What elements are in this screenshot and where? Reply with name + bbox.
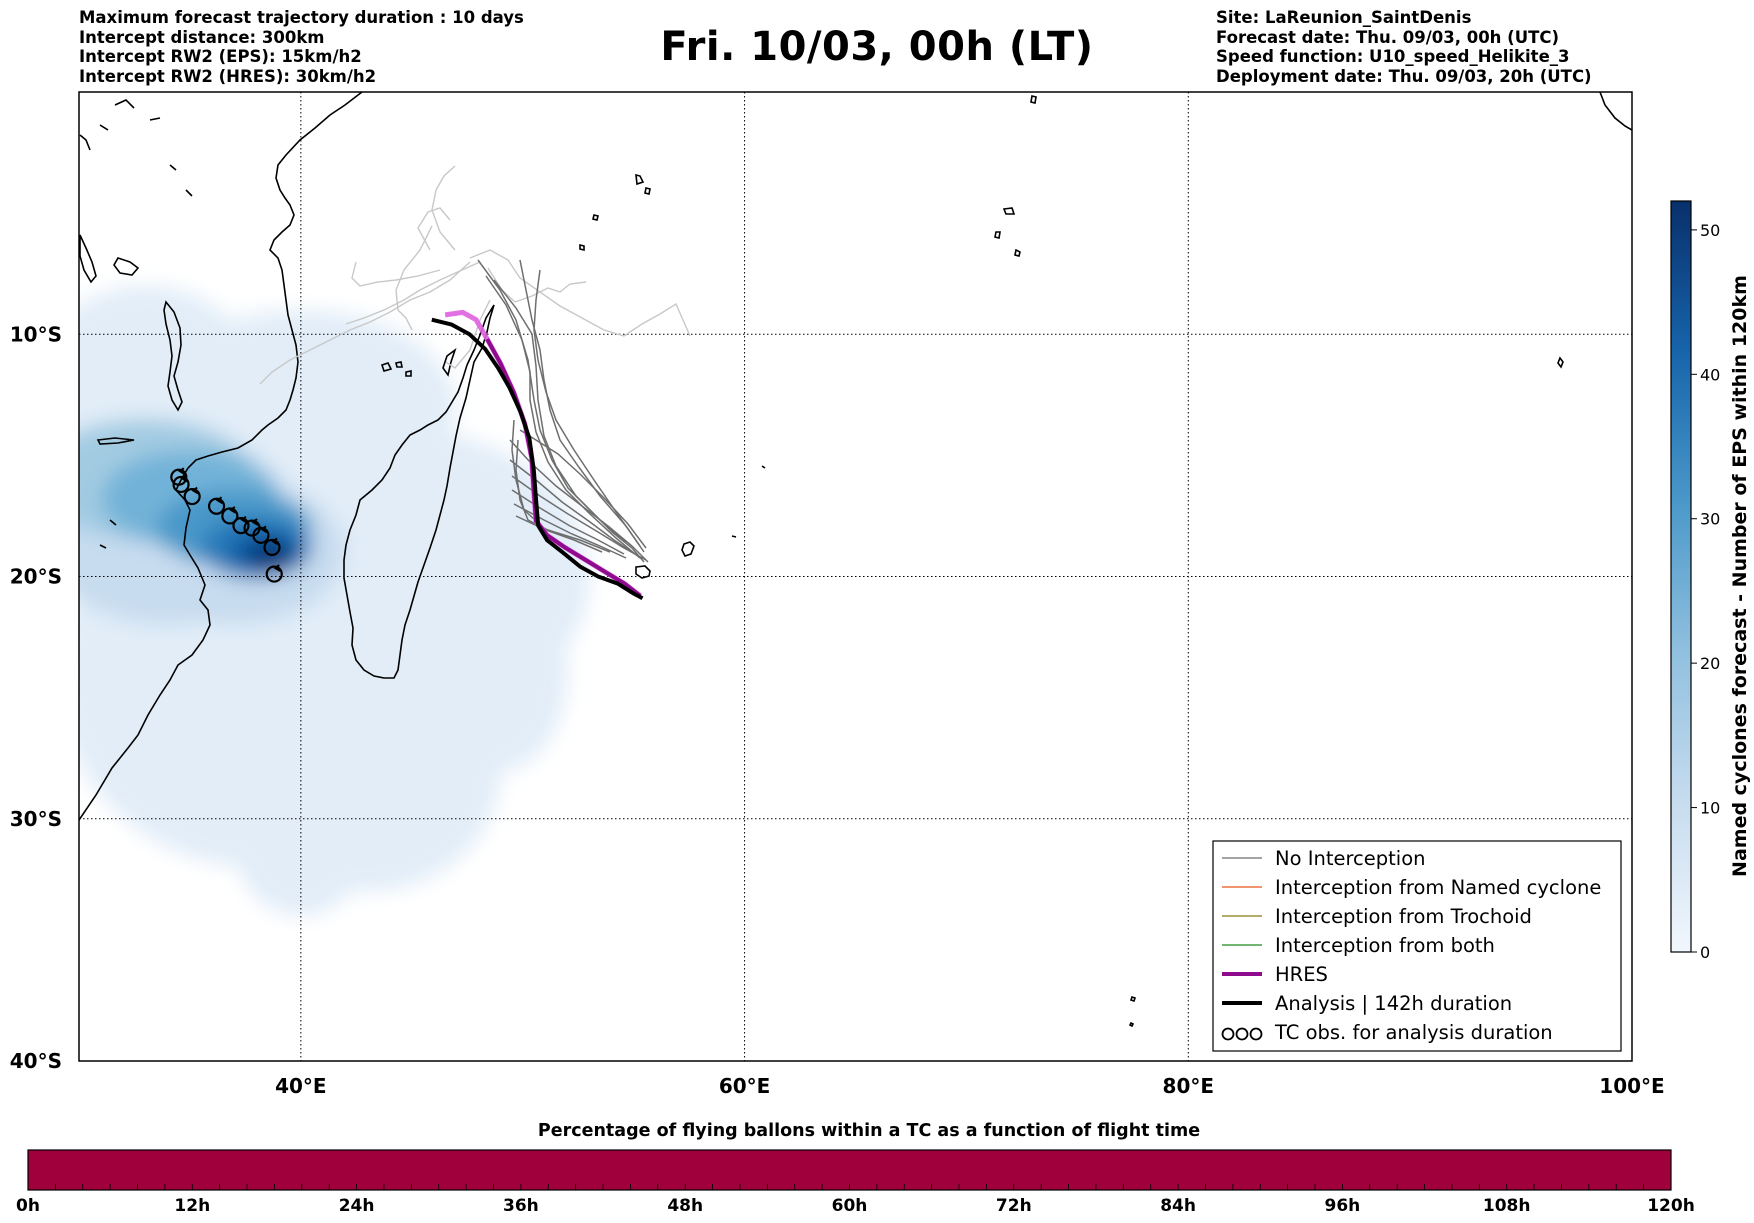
legend-label: TC obs. for analysis duration (1274, 1021, 1553, 1044)
bottom-colorbar-tick-label: 0h (16, 1196, 40, 1216)
right-colorbar-bar (1670, 200, 1692, 953)
tc-obs-marker (263, 537, 281, 557)
lat-tick-label: 10°S (10, 322, 62, 346)
plot-area (79, 92, 1632, 1061)
legend: No Interception Interception from Named c… (1212, 840, 1622, 1052)
tc-obs-marker (207, 496, 226, 515)
header-right: Site: LaReunion_SaintDenis Forecast date… (1216, 8, 1592, 86)
lake-malawi-outline (163, 300, 183, 412)
lake-victoria-outline (113, 257, 140, 276)
seychelles-islands (442, 173, 651, 377)
tc-obs-marker (252, 525, 270, 544)
madagascar-coast-islets (79, 99, 766, 549)
tc-obs-marker (183, 486, 201, 506)
tc-obs-marker (265, 564, 283, 583)
coastlines (79, 92, 1632, 1028)
bottom-colorbar-tick-label: 60h (832, 1196, 868, 1216)
bottom-colorbar: Percentage of flying ballons within a TC… (16, 1121, 1695, 1216)
africa-coastline (79, 92, 363, 821)
sumatra-coastline (1599, 92, 1632, 131)
legend-box (1212, 840, 1622, 1052)
header-right-line: Speed function: U10_speed_Helikite_3 (1216, 47, 1570, 66)
bottom-colorbar-tick-label: 108h (1483, 1196, 1531, 1216)
tc-obs-marker (221, 506, 239, 525)
lon-tick-label: 60°E (719, 1074, 771, 1098)
right-colorbar-tick-label: 50 (1700, 221, 1720, 240)
header-left-line: Intercept RW2 (EPS): 15km/h2 (79, 47, 362, 66)
right-colorbar-tick-label: 0 (1700, 943, 1710, 962)
map-frame (78, 91, 1633, 1062)
bottom-colorbar-tick-label: 96h (1325, 1196, 1361, 1216)
legend-obs-symbol (1249, 1027, 1263, 1041)
eps-trajectories-faint (259, 165, 691, 385)
lon-tick-label: 100°E (1599, 1074, 1664, 1098)
tc-obs-marker (170, 467, 188, 486)
map-axis-labels: 40°E 60°E 80°E 100°E 10°S 20°S 30°S 40°S (10, 322, 1665, 1098)
forecast-tracks (431, 309, 644, 601)
legend-item: Interception from Trochoid (1222, 905, 1532, 928)
legend-item: Analysis | 142h duration (1222, 992, 1512, 1015)
bottom-colorbar-tick-label: 36h (503, 1196, 539, 1216)
right-colorbar-tick-label: 10 (1700, 799, 1720, 818)
bottom-colorbar-tick-label: 84h (1160, 1196, 1196, 1216)
legend-item-obs: TC obs. for analysis duration (1221, 1021, 1553, 1044)
lat-tick-label: 40°S (10, 1049, 62, 1073)
tc-obs-marker (172, 474, 190, 494)
legend-item: No Interception (1222, 847, 1426, 870)
lat-tick-label: 20°S (10, 565, 62, 589)
tc-obs-marker (232, 515, 250, 535)
lake-kariba-outline (96, 437, 135, 445)
legend-item: HRES (1222, 963, 1328, 986)
lon-tick-label: 40°E (275, 1074, 327, 1098)
map-title: Fri. 10/03, 00h (LT) (660, 24, 1094, 70)
legend-label: No Interception (1275, 847, 1426, 870)
legend-label: Interception from Trochoid (1275, 905, 1532, 928)
legend-label: Interception from both (1275, 934, 1495, 957)
amsterdam-island (1128, 995, 1137, 1028)
legend-item: Interception from Named cyclone (1222, 876, 1601, 899)
bottom-colorbar-title: Percentage of flying ballons within a TC… (538, 1121, 1200, 1141)
header-left-line: Intercept distance: 300km (79, 27, 325, 47)
legend-label: Interception from Named cyclone (1275, 876, 1601, 899)
legend-label: Analysis | 142h duration (1275, 992, 1512, 1015)
analysis-track (431, 317, 644, 601)
legend-obs-symbol (1235, 1027, 1249, 1041)
header-left: Maximum forecast trajectory duration : 1… (79, 8, 524, 86)
map-grid (79, 92, 1632, 1061)
comoros-islands (380, 361, 412, 377)
bottom-colorbar-tick-label: 72h (996, 1196, 1032, 1216)
lake-tanganyika-outline (79, 234, 97, 284)
header-right-line: Deployment date: Thu. 09/03, 20h (UTC) (1216, 66, 1592, 86)
density-blob (234, 770, 368, 916)
mauritius-island (681, 541, 695, 557)
right-colorbar-tick-label: 40 (1700, 365, 1720, 384)
madagascar-coastline (343, 304, 495, 679)
legend-item: Interception from both (1222, 934, 1495, 957)
right-colorbar-tick-label: 30 (1700, 510, 1720, 529)
bottom-colorbar-bar (27, 1149, 1672, 1191)
header-right-line: Forecast date: Thu. 09/03, 00h (UTC) (1216, 27, 1560, 47)
legend-label: HRES (1275, 963, 1328, 986)
header-right-line: Site: LaReunion_SaintDenis (1216, 8, 1472, 27)
lon-tick-label: 80°E (1163, 1074, 1215, 1098)
chagos-islands (994, 95, 1564, 369)
bottom-colorbar-tick-label: 24h (339, 1196, 375, 1216)
right-colorbar-tick-label: 20 (1700, 654, 1720, 673)
lat-tick-label: 30°S (10, 807, 62, 831)
bottom-colorbar-tick-label: 120h (1647, 1196, 1695, 1216)
reunion-island (635, 565, 651, 579)
bottom-colorbar-tick-label: 12h (174, 1196, 210, 1216)
right-colorbar-label: Named cyclones forecast - Number of EPS … (1729, 275, 1751, 877)
header-left-line: Maximum forecast trajectory duration : 1… (79, 8, 524, 27)
header-left-line: Intercept RW2 (HRES): 30km/h2 (79, 66, 377, 86)
bottom-colorbar-tick-label: 48h (667, 1196, 703, 1216)
density-blob (367, 721, 501, 819)
tc-observations (170, 467, 283, 583)
right-colorbar: 0 10 20 30 40 50 Named cyclones forecast - Nu… (1670, 200, 1751, 962)
eps-density-field (79, 285, 590, 916)
legend-obs-symbol (1221, 1027, 1235, 1041)
